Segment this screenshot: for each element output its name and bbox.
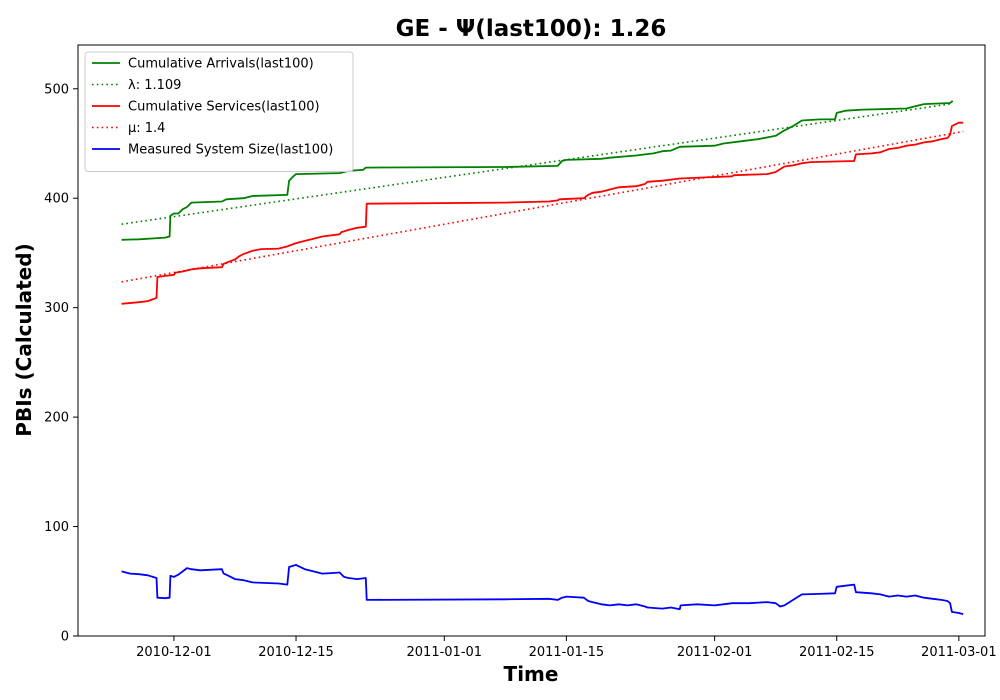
plot-frame xyxy=(77,44,986,637)
legend: Cumulative Arrivals(last100) λ: 1.109 Cumu… xyxy=(84,51,354,172)
y-tick-label: 400 xyxy=(44,192,69,207)
legend-label: Measured System Size(last100) xyxy=(128,143,333,158)
legend-label: Cumulative Services(last100) xyxy=(128,100,320,115)
legend-label: Cumulative Arrivals(last100) xyxy=(128,57,314,72)
y-axis-ticks: 0 100 200 300 400 500 xyxy=(44,82,78,645)
legend-label: λ: 1.109 xyxy=(128,78,181,93)
x-tick-label: 2011-02-15 xyxy=(799,645,875,660)
series-line-0 xyxy=(121,100,954,241)
chart-title: GE - Ψ(last100): 1.26 xyxy=(396,16,667,42)
x-tick-label: 2011-01-01 xyxy=(407,645,483,660)
y-tick-label: 500 xyxy=(44,82,69,97)
x-axis-ticks: 2010-12-01 2010-12-15 2011-01-01 2011-01-15… xyxy=(136,636,997,660)
plot-area xyxy=(121,100,964,615)
series-line-2 xyxy=(121,121,964,305)
legend-label: μ: 1.4 xyxy=(128,121,165,136)
y-tick-label: 200 xyxy=(44,411,69,426)
x-axis-title: Time xyxy=(504,662,559,686)
y-tick-label: 0 xyxy=(61,630,69,645)
x-tick-label: 2011-02-01 xyxy=(677,645,753,660)
y-tick-label: 100 xyxy=(44,520,69,535)
legend-box xyxy=(84,51,354,172)
x-tick-label: 2010-12-15 xyxy=(258,645,334,660)
series-line-3 xyxy=(121,130,964,283)
x-tick-label: 2011-03-01 xyxy=(921,645,997,660)
series-line-4 xyxy=(121,564,964,615)
series-line-1 xyxy=(121,102,953,225)
x-tick-label: 2010-12-01 xyxy=(136,645,212,660)
x-tick-label: 2011-01-15 xyxy=(529,645,605,660)
y-axis-title: PBIs (Calculated) xyxy=(12,243,36,436)
y-tick-label: 300 xyxy=(44,301,69,316)
